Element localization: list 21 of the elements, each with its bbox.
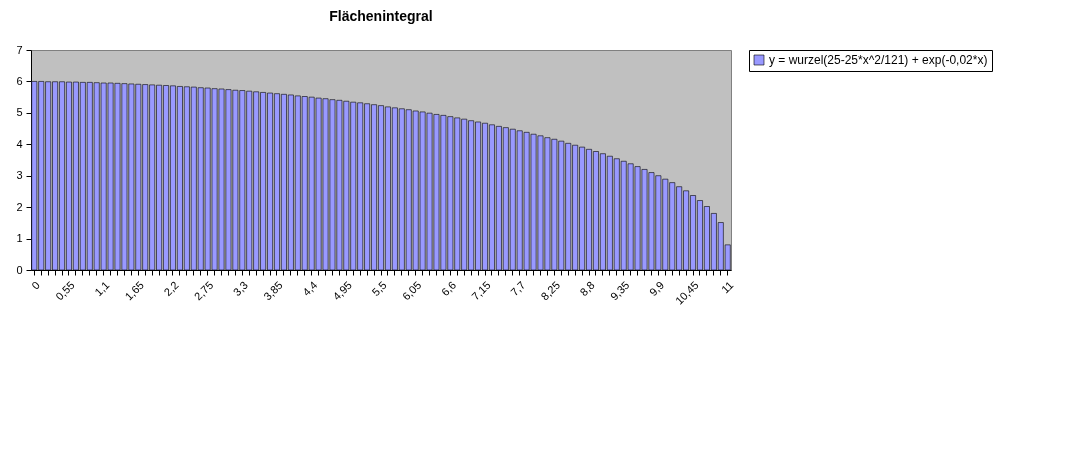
- x-tick-label: 0: [29, 278, 43, 292]
- y-tick-label: 5: [16, 106, 23, 119]
- x-tick-label: 1,1: [92, 278, 112, 299]
- y-tick-label: 7: [16, 43, 23, 56]
- x-tick-label: 2,2: [161, 278, 181, 299]
- y-tick-label: 1: [16, 232, 23, 245]
- legend-label: y = wurzel(25-25*x^2/121) + exp(-0,02*x): [769, 53, 988, 67]
- y-tick-label: 4: [16, 137, 23, 150]
- y-tick-label: 6: [16, 74, 23, 87]
- x-tick-label: 3,3: [230, 278, 251, 299]
- x-tick-label: 6,6: [438, 278, 459, 299]
- x-tick-label: 4,4: [300, 278, 320, 299]
- chart-title: Flächenintegral: [329, 8, 433, 24]
- y-tick-label: 0: [16, 263, 23, 276]
- x-tick-label: 8,8: [577, 278, 597, 299]
- x-tick-label: 7,7: [508, 278, 528, 299]
- x-tick-label: 5,5: [369, 278, 389, 299]
- x-tick-label: 9,9: [646, 278, 667, 299]
- x-tick-label: 11: [718, 278, 736, 296]
- y-tick-label: 2: [16, 200, 23, 213]
- y-tick-label: 3: [16, 169, 23, 182]
